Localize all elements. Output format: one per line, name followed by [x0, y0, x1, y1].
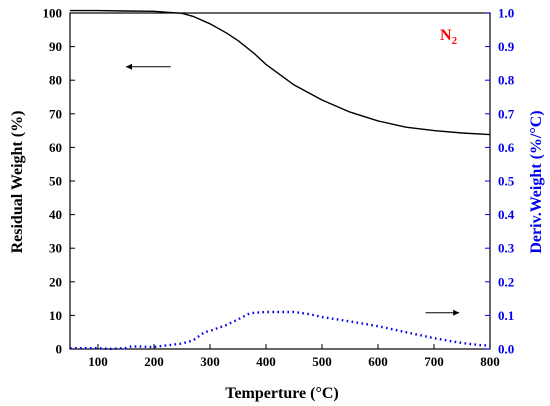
y-right-tick-label: 0.6 [498, 140, 515, 155]
x-tick-label: 200 [144, 354, 164, 369]
plot-frame-box [69, 12, 491, 350]
y-right-tick-label: 0.8 [498, 73, 515, 88]
x-tick-label: 700 [424, 354, 444, 369]
x-tick-label: 100 [88, 354, 108, 369]
y-right-tick-label: 0.4 [498, 207, 515, 222]
y-right-tick-label: 0.3 [498, 241, 515, 256]
y-left-tick-label: 30 [49, 241, 62, 256]
y-right-tick-label: 0.5 [498, 174, 515, 189]
y-left-tick-label: 0 [56, 342, 63, 357]
y-right-tick-label: 1.0 [498, 6, 514, 21]
y-left-tick-label: 10 [49, 308, 62, 323]
y-right-tick-label: 0.0 [498, 342, 514, 357]
atmosphere-label-main: N [440, 27, 452, 44]
y-left-tick-label: 40 [49, 207, 62, 222]
y-left-tick-label: 20 [49, 274, 62, 289]
y-axis-left-title: Residual Weight (%) [9, 111, 26, 254]
y-axis-right-title: Deriv.Weight (%/°C) [528, 110, 545, 253]
y-left-tick-label: 80 [49, 73, 62, 88]
y-left-tick-label: 90 [49, 39, 62, 54]
x-axis-title: Temperture (°C) [225, 385, 338, 402]
x-tick-label: 300 [200, 354, 220, 369]
x-tick-label: 400 [256, 354, 276, 369]
x-tick-label: 500 [312, 354, 332, 369]
y-right-tick-label: 0.1 [498, 308, 514, 323]
atmosphere-label-sub: 2 [452, 35, 458, 47]
residual-weight-line [70, 9, 491, 136]
atmosphere-label: N2 [440, 27, 458, 47]
y-right-tick-label: 0.7 [498, 106, 515, 121]
y-left-tick-label: 50 [49, 174, 62, 189]
y-right-tick-label: 0.2 [498, 274, 514, 289]
x-tick-label: 800 [480, 354, 500, 369]
y-left-tick-label: 100 [43, 6, 63, 21]
y-left-tick-label: 60 [49, 140, 62, 155]
y-right-tick-label: 0.9 [498, 39, 515, 54]
y-left-tick-label: 70 [49, 106, 62, 121]
x-tick-label: 600 [368, 354, 388, 369]
deriv-weight-line [69, 310, 491, 351]
